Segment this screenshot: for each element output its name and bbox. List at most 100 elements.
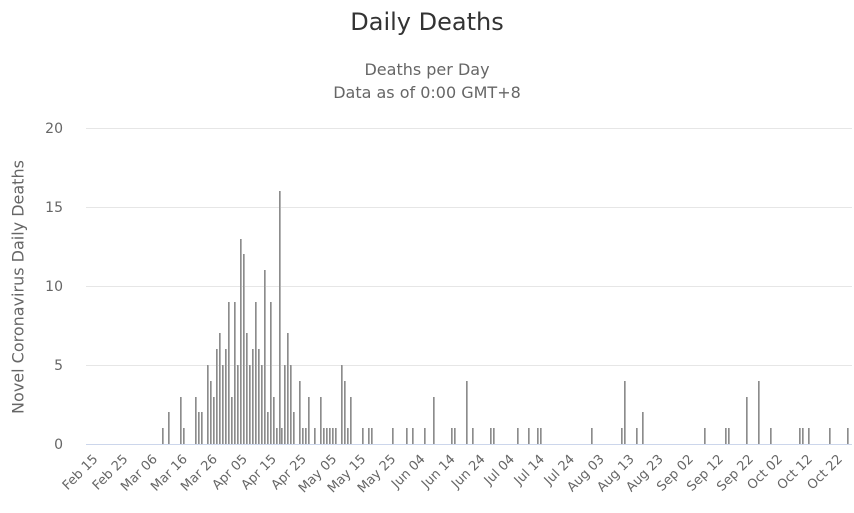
bar[interactable] bbox=[489, 428, 492, 444]
bar[interactable] bbox=[224, 349, 227, 444]
bar[interactable] bbox=[367, 428, 370, 444]
bar[interactable] bbox=[233, 302, 236, 444]
bar[interactable] bbox=[829, 428, 831, 444]
bar[interactable] bbox=[168, 412, 171, 444]
bar[interactable] bbox=[183, 428, 186, 444]
bar[interactable] bbox=[808, 428, 811, 444]
bar[interactable] bbox=[724, 428, 727, 444]
bar[interactable] bbox=[293, 412, 296, 444]
bar[interactable] bbox=[287, 333, 290, 444]
bar[interactable] bbox=[335, 428, 337, 444]
bar[interactable] bbox=[370, 428, 373, 444]
bar[interactable] bbox=[412, 428, 415, 444]
bar[interactable] bbox=[248, 365, 251, 444]
bar[interactable] bbox=[281, 428, 284, 444]
bar[interactable] bbox=[391, 428, 394, 444]
bar[interactable] bbox=[466, 381, 468, 444]
bar[interactable] bbox=[802, 428, 805, 444]
bar[interactable] bbox=[180, 397, 183, 444]
bar[interactable] bbox=[236, 365, 239, 444]
bar[interactable] bbox=[451, 428, 454, 444]
bar[interactable] bbox=[302, 428, 305, 444]
bar[interactable] bbox=[341, 365, 343, 444]
bar[interactable] bbox=[433, 397, 436, 444]
bar[interactable] bbox=[260, 365, 263, 444]
bar[interactable] bbox=[799, 428, 802, 444]
bar[interactable] bbox=[269, 302, 272, 444]
bar[interactable] bbox=[198, 412, 201, 444]
bar[interactable] bbox=[846, 428, 849, 444]
bar[interactable] bbox=[254, 302, 257, 444]
bar[interactable] bbox=[361, 428, 364, 444]
bar[interactable] bbox=[323, 428, 326, 444]
bar[interactable] bbox=[162, 428, 165, 444]
bar[interactable] bbox=[346, 428, 349, 444]
bar[interactable] bbox=[257, 349, 260, 444]
bar[interactable] bbox=[245, 333, 248, 444]
x-axis-line bbox=[86, 444, 852, 445]
bar[interactable] bbox=[290, 365, 293, 444]
bar[interactable] bbox=[540, 428, 543, 444]
bar[interactable] bbox=[210, 381, 212, 444]
bar[interactable] bbox=[745, 397, 748, 444]
bar[interactable] bbox=[221, 365, 224, 444]
bar[interactable] bbox=[537, 428, 540, 444]
bar[interactable] bbox=[332, 428, 334, 444]
bar[interactable] bbox=[757, 381, 760, 444]
bar[interactable] bbox=[275, 428, 278, 444]
bar[interactable] bbox=[471, 428, 474, 444]
chart-data-timestamp: Data as of 0:00 GMT+8 bbox=[333, 83, 521, 102]
bar[interactable] bbox=[590, 428, 593, 444]
bar[interactable] bbox=[251, 349, 254, 444]
bar[interactable] bbox=[623, 381, 626, 444]
bar[interactable] bbox=[227, 302, 230, 444]
bar[interactable] bbox=[329, 428, 332, 444]
bar[interactable] bbox=[528, 428, 531, 444]
bar[interactable] bbox=[263, 270, 266, 444]
gridline-15 bbox=[86, 207, 852, 208]
bar[interactable] bbox=[239, 239, 242, 444]
y-tick-label: 15 bbox=[45, 200, 63, 216]
gridline-5 bbox=[86, 365, 852, 366]
bar[interactable] bbox=[207, 365, 209, 444]
bar[interactable] bbox=[201, 412, 204, 444]
bar[interactable] bbox=[454, 428, 456, 444]
bar[interactable] bbox=[326, 428, 329, 444]
y-tick-label: 20 bbox=[45, 121, 63, 137]
bar[interactable] bbox=[516, 428, 519, 444]
bar[interactable] bbox=[242, 254, 245, 444]
bar[interactable] bbox=[727, 428, 730, 444]
bar[interactable] bbox=[406, 428, 409, 444]
bar[interactable] bbox=[266, 412, 269, 444]
bar[interactable] bbox=[308, 397, 311, 444]
gridline-20 bbox=[86, 128, 852, 129]
bar[interactable] bbox=[704, 428, 706, 444]
bar[interactable] bbox=[272, 397, 275, 444]
bar[interactable] bbox=[299, 381, 302, 444]
chart-title: Daily Deaths bbox=[350, 8, 504, 36]
bar[interactable] bbox=[349, 397, 352, 444]
bar[interactable] bbox=[314, 428, 317, 444]
bar[interactable] bbox=[424, 428, 427, 444]
bar[interactable] bbox=[635, 428, 638, 444]
y-tick-label: 0 bbox=[54, 437, 63, 453]
bar[interactable] bbox=[218, 333, 221, 444]
bar[interactable] bbox=[284, 365, 287, 444]
bar[interactable] bbox=[305, 428, 308, 444]
y-tick-label: 10 bbox=[45, 279, 63, 295]
bar[interactable] bbox=[641, 412, 644, 444]
bar[interactable] bbox=[278, 191, 281, 444]
bar[interactable] bbox=[343, 381, 346, 444]
bar[interactable] bbox=[769, 428, 772, 444]
bar[interactable] bbox=[213, 397, 215, 444]
gridline-10 bbox=[86, 286, 852, 287]
bar[interactable] bbox=[195, 397, 198, 444]
y-tick-label: 5 bbox=[54, 358, 63, 374]
bar[interactable] bbox=[320, 397, 323, 444]
bar[interactable] bbox=[230, 397, 233, 444]
bar[interactable] bbox=[492, 428, 495, 444]
bar[interactable] bbox=[620, 428, 623, 444]
bar[interactable] bbox=[216, 349, 218, 444]
chart-subtitle: Deaths per Day bbox=[364, 60, 490, 79]
